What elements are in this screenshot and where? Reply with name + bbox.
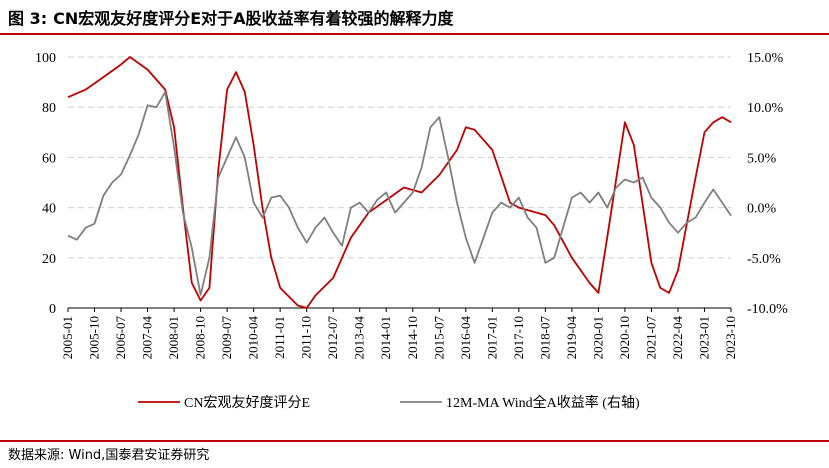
x-tick-label: 2013-04 [352, 316, 367, 360]
line-chart: 0 -10.0% 20 -5.0% 40 0.0% 60 5.0% 80 10.0% 100 15.0… [35, 51, 788, 411]
x-tick-label: 2020-01 [590, 316, 605, 359]
x-tick-label: 2023-01 [696, 316, 711, 359]
title-rule [0, 33, 829, 35]
y-left-tick-label: 60 [42, 151, 56, 166]
x-tick-label: 2005-10 [87, 316, 102, 359]
y-right-tick-label: 10.0% [747, 101, 784, 116]
x-tick-label: 2008-01 [166, 316, 181, 359]
x-tick-label: 2015-07 [431, 316, 446, 360]
y-right-tick-label: 0.0% [747, 202, 777, 217]
y-right-tick-label: 15.0% [747, 51, 784, 66]
legend-label-wind-return: 12M-MA Wind全A收益率 (右轴) [446, 394, 640, 411]
x-tick-label: 2018-07 [537, 316, 552, 360]
y-left-tick-label: 20 [42, 252, 56, 267]
x-tick-label: 2021-07 [643, 316, 658, 360]
x-tick-label: 2017-10 [511, 316, 526, 359]
x-tick-label: 2017-01 [484, 316, 499, 359]
series-line-macro-score [67, 56, 732, 309]
figure-title: 图 3: CN宏观友好度评分E对于A股收益率有着较强的解释力度 [8, 5, 460, 29]
source-rule [0, 440, 829, 442]
x-tick-label: 2014-01 [378, 316, 393, 359]
x-tick-label: 2023-10 [723, 316, 738, 359]
y-left-tick-label: 80 [42, 101, 56, 116]
figure-number: 图 3: [8, 9, 48, 28]
x-tick-label: 2016-04 [458, 316, 473, 360]
figure-title-text: CN宏观友好度评分E对于A股收益率有着较强的解释力度 [53, 9, 454, 28]
x-tick-label: 2005-01 [60, 316, 75, 359]
x-tick-label: 2014-10 [405, 316, 420, 359]
source-note: 数据来源: Wind,国泰君安证券研究 [8, 448, 210, 463]
x-tick-label: 2011-01 [272, 316, 287, 359]
x-tick-label: 2011-10 [299, 316, 314, 359]
x-tick-label: 2020-10 [617, 316, 632, 359]
y-left-tick-label: 40 [42, 202, 56, 217]
y-right-tick-label: -5.0% [747, 252, 781, 267]
x-tick-label: 2012-07 [325, 316, 340, 360]
x-tick-label: 2022-04 [670, 316, 685, 360]
x-tick-label: 2009-07 [219, 316, 234, 360]
series-line-wind-return [67, 91, 732, 296]
x-tick-label: 2008-10 [193, 316, 208, 359]
y-left-tick-label: 0 [49, 302, 56, 317]
y-left-tick-label: 100 [35, 51, 56, 66]
legend-label-macro-score: CN宏观友好度评分E [184, 395, 310, 411]
x-tick-label: 2006-07 [113, 316, 128, 360]
x-tick-label: 2007-04 [140, 316, 155, 360]
x-tick-label: 2019-04 [564, 316, 579, 360]
x-tick-label: 2010-04 [246, 316, 261, 360]
y-right-tick-label: -10.0% [747, 302, 788, 317]
y-right-tick-label: 5.0% [747, 151, 777, 166]
